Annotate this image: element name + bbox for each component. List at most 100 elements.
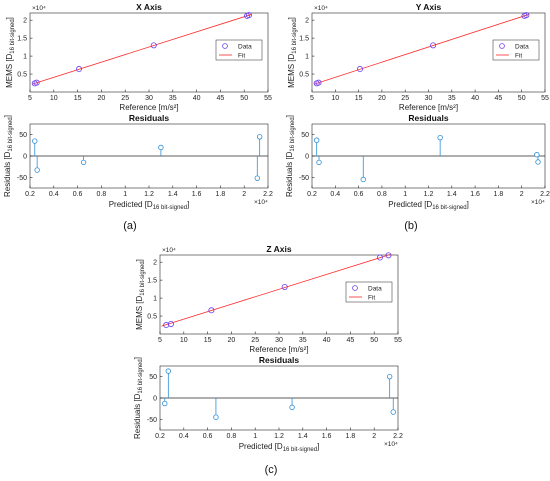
x-tick-label: 45 <box>495 95 503 102</box>
x-tick-label: 35 <box>448 95 456 102</box>
residual-marker <box>437 134 443 141</box>
x-exponent-label: ×10⁴ <box>531 199 545 206</box>
fit-line <box>161 253 391 327</box>
residual-marker <box>213 414 219 420</box>
legend-data-marker <box>499 43 505 49</box>
x-axis-label: Predicted [D16 bit-signed] <box>388 200 469 211</box>
legend-fit-label: Fit <box>238 53 245 60</box>
x-tick-label: 40 <box>323 337 331 344</box>
x-tick-label: 10 <box>180 337 188 344</box>
residual-marker <box>256 134 263 140</box>
x-tick-label: 40 <box>193 95 201 102</box>
residual-marker <box>80 159 87 166</box>
x-tick-label: 55 <box>264 95 272 102</box>
x-tick-label: 10 <box>50 95 58 102</box>
x-exponent-label: ×10⁴ <box>384 441 398 448</box>
y-tick-label: 0.5 <box>17 72 27 79</box>
residual-marker <box>386 373 393 380</box>
y-tick-label: 50 <box>149 374 157 381</box>
residual-marker <box>534 152 540 158</box>
y-axis-label: Residuals [D16 bit-signed] <box>3 115 14 197</box>
caption-a: (a) <box>123 220 136 232</box>
y-axis-label: MEMS [D16 bit-signed] <box>5 17 16 88</box>
caption-c: (c) <box>265 464 278 476</box>
legend-data-label: Data <box>238 44 252 51</box>
x-tick-label: 5 <box>28 95 32 102</box>
x-tick-label: 5 <box>310 95 314 102</box>
data-point <box>376 254 383 261</box>
data-point <box>76 66 83 73</box>
x-tick-label: 1.8 <box>494 191 504 198</box>
x-tick-label: 15 <box>204 337 212 344</box>
x-tick-label: 2 <box>520 191 524 198</box>
residual-marker <box>158 144 164 151</box>
x-tick-label: 0.4 <box>179 433 189 440</box>
x-tick-label: 1.4 <box>298 433 308 440</box>
x-tick-label: 55 <box>541 95 549 102</box>
data-point <box>33 79 40 86</box>
x-tick-label: 2 <box>372 433 376 440</box>
x-tick-label: 1.6 <box>322 433 332 440</box>
x-axis-label: Predicted [D16 bit-signed] <box>239 442 320 453</box>
data-point <box>315 79 322 86</box>
x-tick-label: 1.4 <box>168 191 178 198</box>
x-tick-label: 20 <box>98 95 106 102</box>
x-tick-label: 0.2 <box>155 433 165 440</box>
x-tick-label: 30 <box>275 337 283 344</box>
z-axis-residuals-chart: Residuals 0.2 0.4 0.6 0.8 1 1.2 1.4 1.6 1.8 2 2.2 -5… <box>133 355 403 453</box>
chart-title: Y Axis <box>416 2 442 12</box>
z-axis-fit-chart: Z Axis 5 10 15 20 25 30 35 40 45 50 55 0.5 1 1.5 2 ×10⁴ R… <box>135 244 402 354</box>
y-axis-label: Residuals [D16 bit-signed] <box>285 115 296 197</box>
x-tick-label: 0.4 <box>49 191 59 198</box>
x-axis-label: Reference [m/s²] <box>399 103 458 112</box>
x-tick-label: 0.8 <box>377 191 387 198</box>
data-point <box>523 12 530 19</box>
y-tick-label: 50 <box>19 132 27 139</box>
y-tick-label: -50 <box>147 417 157 424</box>
y-tick-label: 1 <box>153 296 157 303</box>
x-tick-label: 25 <box>401 95 409 102</box>
x-tick-label: 10 <box>331 95 339 102</box>
data-point <box>385 252 392 259</box>
x-tick-label: 5 <box>158 337 162 344</box>
y-axis-label: MEMS [D16 bit-signed] <box>135 259 146 330</box>
y-tick-label: 0.5 <box>147 314 157 321</box>
legend-data-marker <box>352 285 358 291</box>
x-tick-label: 45 <box>347 337 355 344</box>
x-axis-fit-chart: X Axis 5 10 15 20 25 30 35 40 45 50 55 0.5 1 1.5 2 ×10⁴ R… <box>5 2 272 112</box>
residual-marker <box>360 176 366 183</box>
chart-title: X Axis <box>136 2 162 12</box>
x-axis-label: Reference [m/s²] <box>249 345 308 354</box>
x-tick-label: 30 <box>425 95 433 102</box>
data-point <box>281 283 288 290</box>
x-tick-label: 35 <box>169 95 177 102</box>
legend-fit-label: Fit <box>368 295 375 302</box>
x-tick-label: 1.2 <box>144 191 154 198</box>
data-point <box>150 42 157 49</box>
y-tick-label: 0 <box>305 154 309 161</box>
x-tick-label: 1.2 <box>424 191 434 198</box>
data-point <box>245 12 252 19</box>
x-tick-label: 55 <box>394 337 402 344</box>
y-tick-label: -50 <box>299 175 309 182</box>
residual-marker <box>32 138 38 144</box>
x-tick-label: 0.2 <box>307 191 317 198</box>
x-tick-label: 1 <box>403 191 407 198</box>
x-tick-label: 50 <box>518 95 526 102</box>
x-tick-label: 2 <box>242 191 246 198</box>
y-tick-label: 1 <box>305 54 309 61</box>
x-tick-label: 40 <box>471 95 479 102</box>
legend-data-marker <box>222 43 228 49</box>
x-tick-label: 15 <box>74 95 82 102</box>
x-tick-label: 1.4 <box>447 191 457 198</box>
residual-marker <box>254 175 260 181</box>
x-tick-label: 0.8 <box>227 433 237 440</box>
chart-title: Z Axis <box>266 244 291 254</box>
x-tick-label: 20 <box>228 337 236 344</box>
y-tick-label: 50 <box>301 132 309 139</box>
y-tick-label: 2 <box>305 18 309 25</box>
legend-fit-label: Fit <box>515 53 522 60</box>
data-point <box>167 320 174 327</box>
residual-marker <box>316 159 322 166</box>
